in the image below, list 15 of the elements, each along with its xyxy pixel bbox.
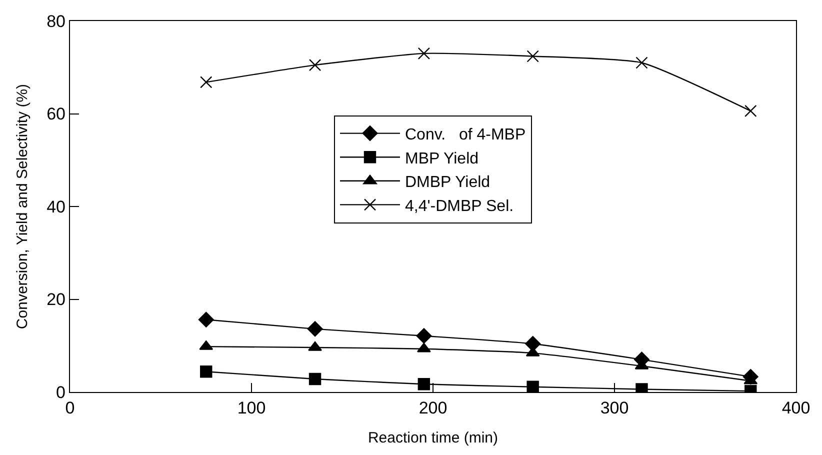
x-tick-label: 300 bbox=[600, 398, 629, 418]
y-axis-title: Conversion, Yield and Selectivity (%) bbox=[14, 84, 31, 330]
legend-label: 4,4'-DMBP Sel. bbox=[405, 198, 514, 215]
x-axis-title: Reaction time (min) bbox=[368, 430, 498, 446]
legend-label: Conv. of 4-MBP bbox=[405, 126, 526, 144]
y-tick-label: 0 bbox=[56, 382, 66, 402]
legend-label: MBP Yield bbox=[405, 150, 479, 168]
y-tick-label: 20 bbox=[46, 290, 66, 310]
x-tick-label: 200 bbox=[418, 398, 448, 418]
y-tick-label: 60 bbox=[46, 104, 66, 124]
y-tick-label: 40 bbox=[46, 197, 66, 216]
legend-label: DMBP Yield bbox=[405, 174, 490, 192]
x-tick-label: 100 bbox=[237, 398, 266, 418]
x-tick-label: 400 bbox=[782, 398, 810, 418]
y-tick-label: 80 bbox=[46, 12, 66, 31]
